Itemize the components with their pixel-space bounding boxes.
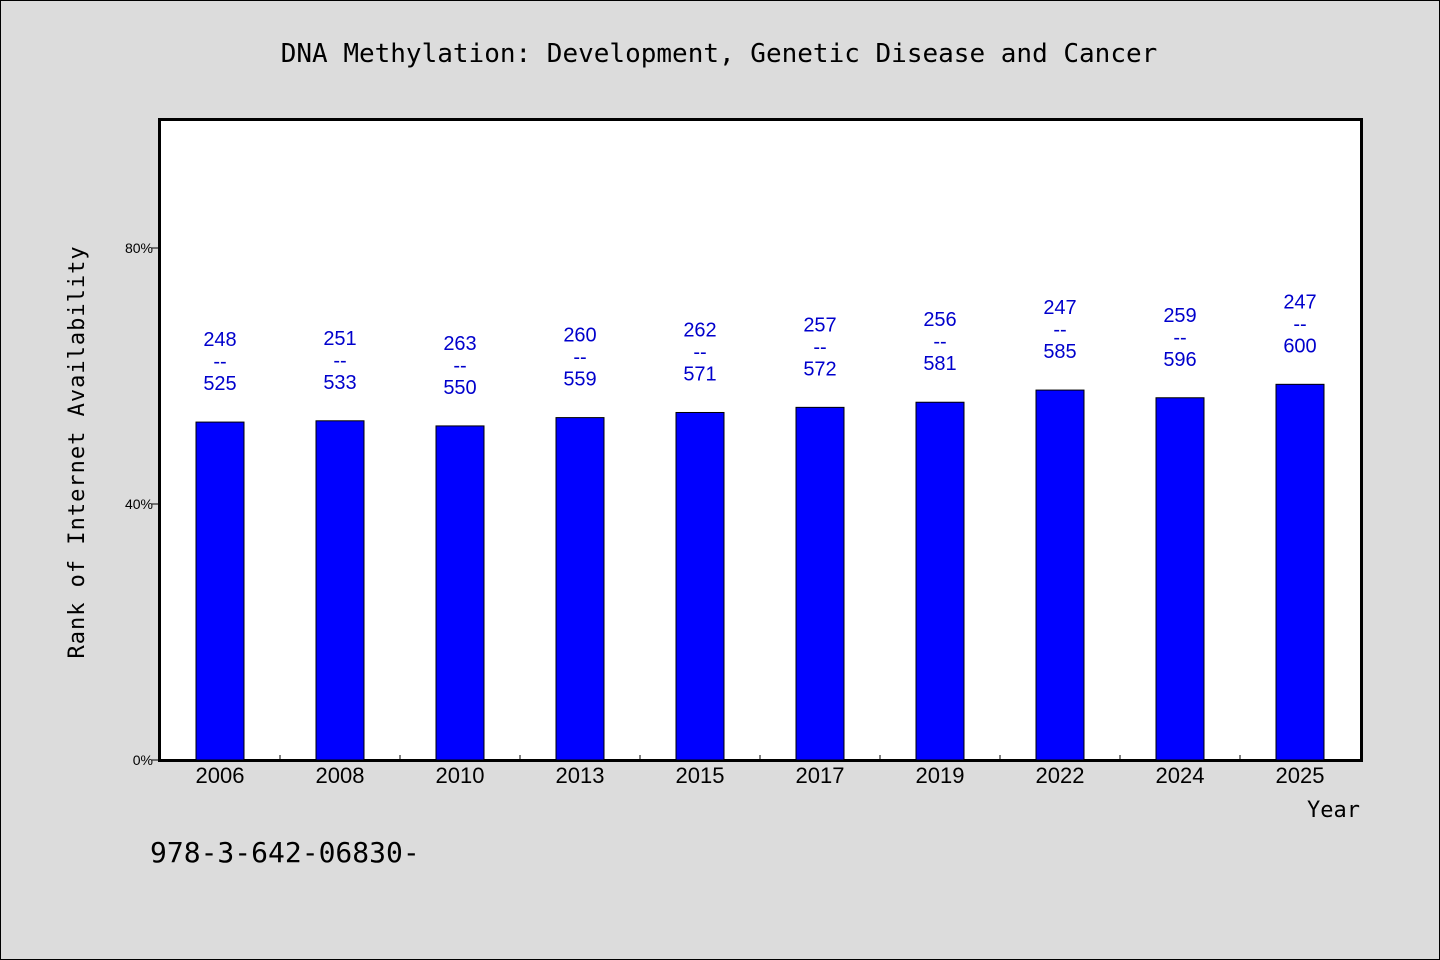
bar-2024 <box>1155 397 1205 761</box>
bar-label-2015-2: 571 <box>683 363 716 385</box>
bar-label-2006-2: 525 <box>203 373 236 395</box>
x-tick-label-2015: 2015 <box>676 763 725 788</box>
x-axis-ticks: 2006 2008 2010 2013 2015 2017 2019 2022 2024 2025 <box>196 755 1325 788</box>
chart-title: DNA Methylation: Development, Genetic Di… <box>281 39 1158 69</box>
bar-2015 <box>675 411 725 761</box>
x-tick-label-2025: 2025 <box>1276 763 1325 788</box>
bar-label-2025-0: 247 <box>1283 291 1316 313</box>
bar-label-2013-1: -- <box>573 347 586 369</box>
bar-label-2006-0: 248 <box>203 329 236 351</box>
bar-label-2008-0: 251 <box>323 328 356 350</box>
bar-label-2025-1: -- <box>1293 313 1306 335</box>
bar-labels-layer: 248--525251--533263--550260--559262--571… <box>203 291 1316 399</box>
x-tick-label-2006: 2006 <box>196 763 245 788</box>
y-tick-label-0: 0% <box>133 752 153 768</box>
bar-label-2010-1: -- <box>453 355 466 377</box>
bar-2025 <box>1275 383 1325 761</box>
bar-label-2024-2: 596 <box>1163 349 1196 371</box>
isbn-footnote: 978-3-642-06830- <box>150 836 420 869</box>
bar-2013 <box>555 417 605 761</box>
bars-layer <box>195 383 1325 761</box>
bar-label-2022-1: -- <box>1053 319 1066 341</box>
x-tick-label-2022: 2022 <box>1036 763 1085 788</box>
bar-label-2010-2: 550 <box>443 377 476 399</box>
bar-2017 <box>795 406 845 761</box>
x-tick-label-2019: 2019 <box>916 763 965 788</box>
bar-label-2024-0: 259 <box>1163 305 1196 327</box>
bar-label-2024-1: -- <box>1173 327 1186 349</box>
x-tick-label-2010: 2010 <box>436 763 485 788</box>
bar-2022 <box>1035 389 1085 761</box>
bar-label-2019-0: 256 <box>923 309 956 331</box>
bar-2010 <box>435 425 485 761</box>
y-axis-label: Rank of Internet Availability <box>65 245 90 658</box>
bar-label-2017-0: 257 <box>803 314 836 336</box>
bar-label-2025-2: 600 <box>1283 335 1316 357</box>
bar-label-2017-2: 572 <box>803 358 836 380</box>
x-tick-label-2024: 2024 <box>1156 763 1205 788</box>
y-tick-label-80: 80% <box>125 240 153 256</box>
y-tick-label-40: 40% <box>125 496 153 512</box>
bar-label-2010-0: 263 <box>443 333 476 355</box>
bar-label-2013-0: 260 <box>563 325 596 347</box>
bar-label-2013-2: 559 <box>563 369 596 391</box>
bar-label-2008-2: 533 <box>323 372 356 394</box>
x-tick-label-2008: 2008 <box>316 763 365 788</box>
bar-label-2022-0: 247 <box>1043 297 1076 319</box>
bar-label-2019-2: 581 <box>923 353 956 375</box>
bar-2019 <box>915 401 965 761</box>
bar-label-2015-1: -- <box>693 341 706 363</box>
y-axis-ticks: 0% 40% 80% <box>125 240 160 768</box>
bar-2006 <box>195 421 245 761</box>
bar-label-2008-1: -- <box>333 350 346 372</box>
bar-2008 <box>315 420 365 761</box>
x-axis-label: Year <box>1307 798 1360 823</box>
x-tick-label-2013: 2013 <box>556 763 605 788</box>
bar-label-2006-1: -- <box>213 351 226 373</box>
x-tick-label-2017: 2017 <box>796 763 845 788</box>
bar-label-2019-1: -- <box>933 331 946 353</box>
bar-label-2015-0: 262 <box>683 319 716 341</box>
bar-label-2022-2: 585 <box>1043 341 1076 363</box>
bar-label-2017-1: -- <box>813 336 826 358</box>
